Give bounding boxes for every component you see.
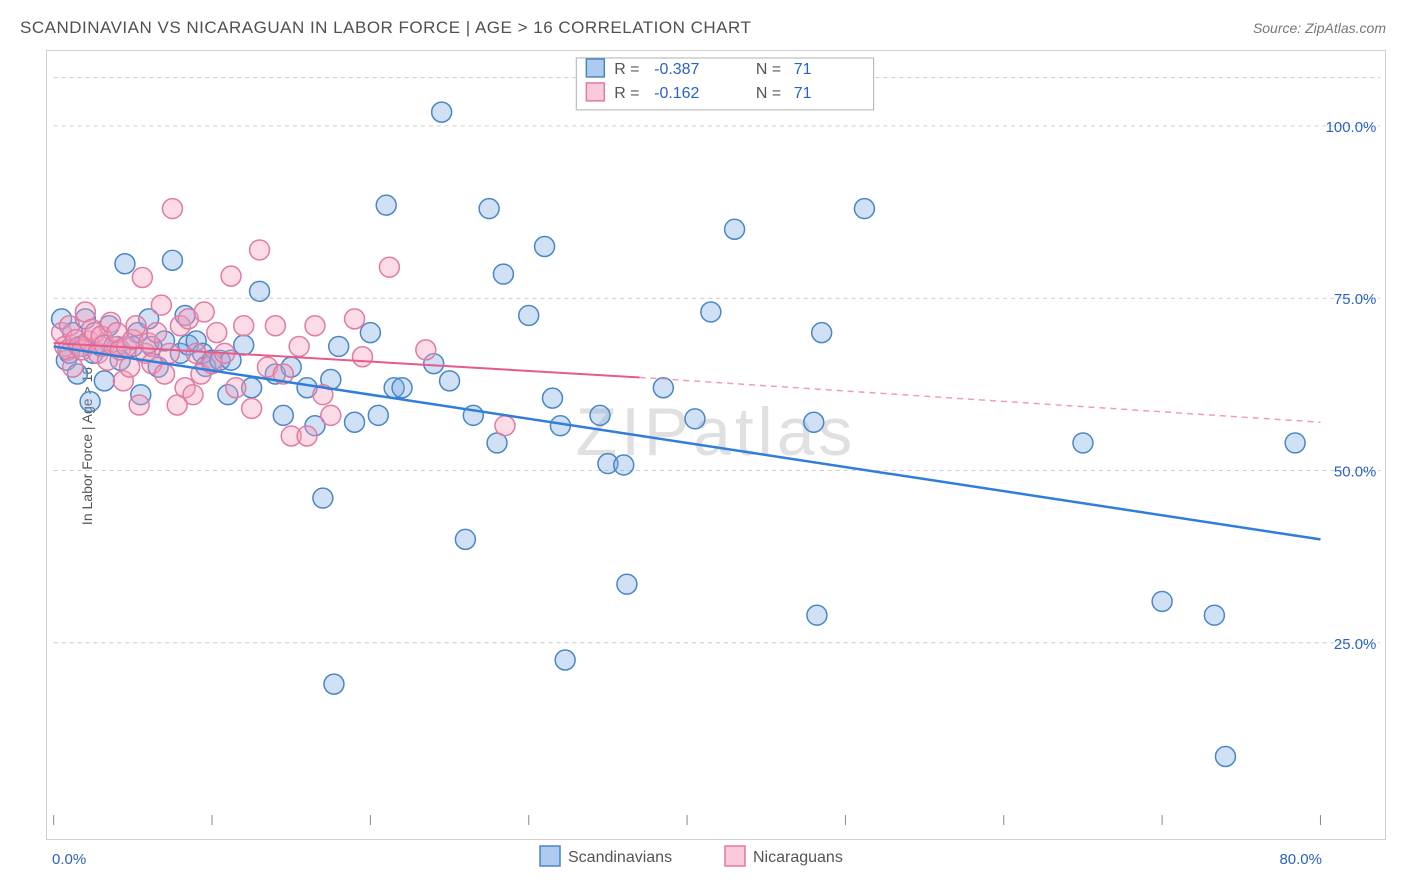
legend-swatch-blue [586, 59, 604, 77]
title-bar: SCANDINAVIAN VS NICARAGUAN IN LABOR FORC… [20, 18, 1386, 38]
data-point [242, 398, 262, 418]
data-point [701, 302, 721, 322]
data-point [94, 371, 114, 391]
legend-n-label: N = [756, 85, 781, 102]
legend-swatch-blue [540, 846, 560, 866]
legend-series-label: Scandinavians [568, 849, 672, 866]
data-point [234, 316, 254, 336]
data-point [614, 455, 634, 475]
data-point [804, 412, 824, 432]
data-point [221, 266, 241, 286]
data-point [226, 378, 246, 398]
legend-n-label: N = [756, 61, 781, 78]
data-point [360, 323, 380, 343]
data-point [653, 378, 673, 398]
data-point [147, 323, 167, 343]
data-point [305, 316, 325, 336]
plot-area: ZIPatlas R =-0.387N =71R = -0.162N =71 2… [46, 50, 1386, 840]
data-point [329, 336, 349, 356]
data-point [376, 195, 396, 215]
y-tick-label: 50.0% [1334, 463, 1376, 480]
data-point [234, 335, 254, 355]
data-point [495, 416, 515, 436]
data-point [854, 199, 874, 219]
trend-line-scandinavians [54, 346, 1321, 539]
data-point [159, 343, 179, 363]
y-tick-label: 25.0% [1334, 636, 1376, 653]
legend-n-value: 71 [794, 61, 812, 78]
stat-legend: R = -0.387 N = 71 R = -0.162 N = 71 [576, 58, 873, 110]
y-tick-label: 100.0% [1326, 119, 1377, 136]
data-point [313, 488, 333, 508]
data-point [543, 388, 563, 408]
chart-title: SCANDINAVIAN VS NICARAGUAN IN LABOR FORC… [20, 18, 751, 38]
data-point [352, 347, 372, 367]
data-point [1215, 747, 1235, 767]
data-point [368, 405, 388, 425]
data-point [519, 305, 539, 325]
legend-r-value: -0.387 [654, 61, 699, 78]
chart-source: Source: ZipAtlas.com [1253, 20, 1386, 36]
data-point [1285, 433, 1305, 453]
data-point [1073, 433, 1093, 453]
data-point [273, 405, 293, 425]
legend-series-label: Nicaraguans [753, 849, 843, 866]
data-point [151, 295, 171, 315]
data-point [289, 336, 309, 356]
data-point [162, 250, 182, 270]
data-point [479, 199, 499, 219]
data-point [440, 371, 460, 391]
x-tick-label: 0.0% [52, 851, 86, 868]
legend-swatch-pink [725, 846, 745, 866]
grid-layer [54, 78, 1381, 643]
data-point [115, 254, 135, 274]
data-point [345, 309, 365, 329]
data-point [416, 340, 436, 360]
data-point [321, 405, 341, 425]
legend-r-label: R = [614, 61, 639, 78]
data-point [250, 240, 270, 260]
data-point [1204, 605, 1224, 625]
data-point [617, 574, 637, 594]
x-tick-label: 80.0% [1279, 851, 1322, 868]
data-point [155, 364, 175, 384]
legend-n-value: 71 [794, 85, 812, 102]
data-point [392, 378, 412, 398]
x-tick-labels: 0.0% 80.0% [52, 851, 1322, 868]
data-point [345, 412, 365, 432]
data-point [80, 392, 100, 412]
series-legend: Scandinavians Nicaraguans [540, 846, 843, 866]
data-point [183, 385, 203, 405]
data-point [207, 323, 227, 343]
data-point [379, 257, 399, 277]
y-tick-label: 75.0% [1334, 291, 1376, 308]
data-point [162, 199, 182, 219]
data-point [194, 302, 214, 322]
legend-swatch-pink [586, 83, 604, 101]
plot-svg: ZIPatlas R =-0.387N =71R = -0.162N =71 2… [47, 51, 1385, 839]
data-point [432, 102, 452, 122]
data-point [250, 281, 270, 301]
data-point [129, 395, 149, 415]
data-point [126, 316, 146, 336]
data-point [807, 605, 827, 625]
data-point [493, 264, 513, 284]
data-point [265, 316, 285, 336]
legend-r-label: R = [614, 85, 639, 102]
legend-r-value: -0.162 [654, 85, 699, 102]
data-point [535, 237, 555, 257]
chart-container: SCANDINAVIAN VS NICARAGUAN IN LABOR FORC… [0, 0, 1406, 892]
data-point [324, 674, 344, 694]
data-point [685, 409, 705, 429]
data-point [132, 268, 152, 288]
data-point [555, 650, 575, 670]
data-point [812, 323, 832, 343]
data-point [725, 219, 745, 239]
data-point [1152, 591, 1172, 611]
data-point [590, 405, 610, 425]
data-point [297, 426, 317, 446]
y-tick-labels: 25.0% 50.0% 75.0% 100.0% [1326, 119, 1377, 653]
data-point [455, 529, 475, 549]
x-axis-area: 0.0% 80.0% Scandinavians Nicaraguans [0, 840, 1406, 892]
